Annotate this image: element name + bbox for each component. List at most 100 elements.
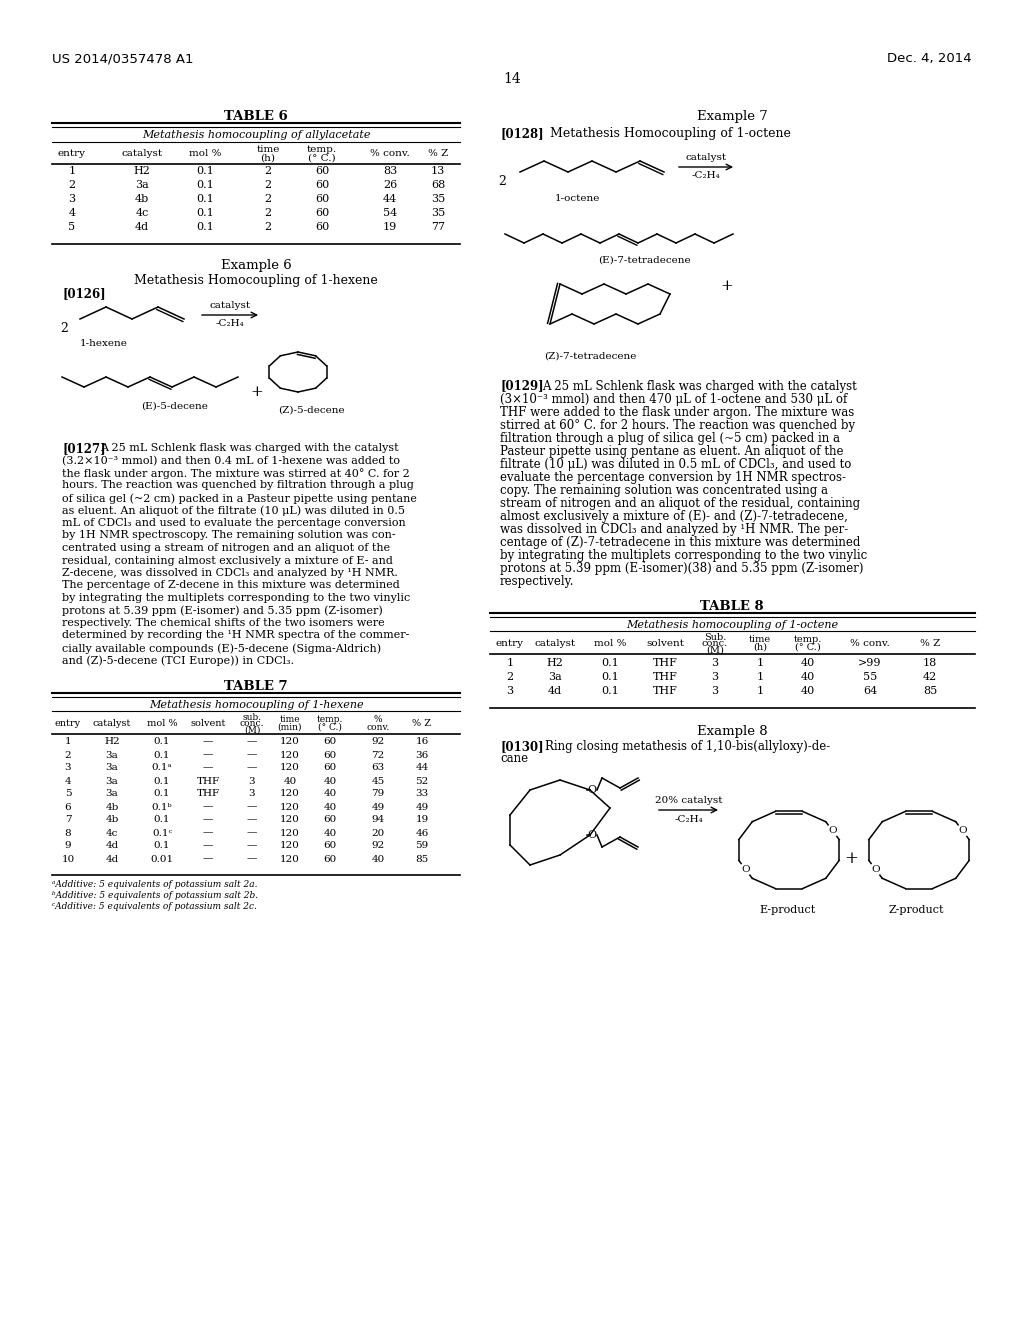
Text: 45: 45	[372, 776, 385, 785]
Text: 3: 3	[249, 776, 255, 785]
Text: respectively. The chemical shifts of the two isomers were: respectively. The chemical shifts of the…	[62, 618, 385, 628]
Text: 42: 42	[923, 672, 937, 682]
Text: 60: 60	[314, 209, 329, 218]
Text: and (Z)-5-decene (TCI Europe)) in CDCl₃.: and (Z)-5-decene (TCI Europe)) in CDCl₃.	[62, 656, 294, 667]
Text: THF: THF	[197, 789, 219, 799]
Text: (E)-7-tetradecene: (E)-7-tetradecene	[598, 256, 690, 265]
Text: conc.: conc.	[701, 639, 728, 648]
Text: 120: 120	[280, 829, 300, 837]
Text: Metathesis Homocoupling of 1-octene: Metathesis Homocoupling of 1-octene	[550, 127, 791, 140]
Text: determined by recording the ¹H NMR spectra of the commer-: determined by recording the ¹H NMR spect…	[62, 631, 410, 640]
Text: 5: 5	[65, 789, 72, 799]
Text: 4: 4	[69, 209, 76, 218]
Text: 20: 20	[372, 829, 385, 837]
Text: H2: H2	[547, 657, 563, 668]
Text: 26: 26	[383, 180, 397, 190]
Text: catalyst: catalyst	[210, 301, 251, 310]
Text: —: —	[203, 842, 213, 850]
Text: —: —	[247, 854, 257, 863]
Text: 0.1: 0.1	[601, 657, 618, 668]
Text: 49: 49	[416, 803, 429, 812]
Text: 1: 1	[757, 672, 764, 682]
Text: 20% catalyst: 20% catalyst	[654, 796, 722, 805]
Text: Metathesis homocoupling of allylacetate: Metathesis homocoupling of allylacetate	[141, 129, 371, 140]
Text: 79: 79	[372, 789, 385, 799]
Text: %: %	[374, 715, 382, 725]
Text: 92: 92	[372, 738, 385, 747]
Text: catalyst: catalyst	[535, 639, 575, 648]
Text: 4b: 4b	[135, 194, 150, 205]
Text: 35: 35	[431, 194, 445, 205]
Text: 0.1: 0.1	[197, 180, 214, 190]
Text: 3a: 3a	[105, 751, 119, 759]
Text: by integrating the multiplets corresponding to the two vinylic: by integrating the multiplets correspond…	[62, 593, 411, 603]
Text: by integrating the multiplets corresponding to the two vinylic: by integrating the multiplets correspond…	[500, 549, 867, 562]
Text: of silica gel (~2 cm) packed in a Pasteur pipette using pentane: of silica gel (~2 cm) packed in a Pasteu…	[62, 492, 417, 503]
Text: protons at 5.39 ppm (E-isomer)(38) and 5.35 ppm (Z-isomer): protons at 5.39 ppm (E-isomer)(38) and 5…	[500, 562, 863, 576]
Text: 2: 2	[264, 166, 271, 176]
Text: 13: 13	[431, 166, 445, 176]
Text: 1: 1	[757, 657, 764, 668]
Text: 19: 19	[383, 222, 397, 232]
Text: (° C.): (° C.)	[795, 643, 821, 652]
Text: 3: 3	[249, 789, 255, 799]
Text: 55: 55	[863, 672, 878, 682]
Text: —: —	[247, 751, 257, 759]
Text: mol %: mol %	[594, 639, 627, 648]
Text: [0127]: [0127]	[62, 442, 105, 455]
Text: 60: 60	[314, 194, 329, 205]
Text: catalyst: catalyst	[93, 718, 131, 727]
Text: (min): (min)	[278, 722, 302, 731]
Text: 4d: 4d	[548, 686, 562, 696]
Text: —: —	[203, 738, 213, 747]
Text: 0.1ᵃ: 0.1ᵃ	[152, 763, 172, 772]
Text: as eluent. An aliquot of the filtrate (10 μL) was diluted in 0.5: as eluent. An aliquot of the filtrate (1…	[62, 506, 406, 516]
Text: solvent: solvent	[646, 639, 684, 648]
Text: 0.1: 0.1	[601, 686, 618, 696]
Text: 33: 33	[416, 789, 429, 799]
Text: O: O	[958, 826, 967, 836]
Text: ᵇAdditive: 5 equivalents of potassium salt 2b.: ᵇAdditive: 5 equivalents of potassium sa…	[52, 891, 258, 900]
Text: 3a: 3a	[105, 789, 119, 799]
Text: THF: THF	[652, 657, 678, 668]
Text: 40: 40	[324, 789, 337, 799]
Text: 0.1: 0.1	[197, 166, 214, 176]
Text: 4d: 4d	[105, 842, 119, 850]
Text: 1: 1	[69, 166, 76, 176]
Text: —: —	[247, 738, 257, 747]
Text: cane: cane	[500, 752, 528, 766]
Text: TABLE 7: TABLE 7	[224, 680, 288, 693]
Text: —: —	[203, 854, 213, 863]
Text: 0.1: 0.1	[197, 209, 214, 218]
Text: 60: 60	[324, 738, 337, 747]
Text: —: —	[203, 763, 213, 772]
Text: [0126]: [0126]	[62, 286, 105, 300]
Text: % conv.: % conv.	[370, 149, 410, 158]
Text: +: +	[721, 279, 733, 293]
Text: 3: 3	[507, 686, 514, 696]
Text: % Z: % Z	[920, 639, 940, 648]
Text: 2: 2	[264, 222, 271, 232]
Text: 60: 60	[314, 180, 329, 190]
Text: THF: THF	[652, 672, 678, 682]
Text: Metathesis homocoupling of 1-octene: Metathesis homocoupling of 1-octene	[626, 620, 838, 630]
Text: (h): (h)	[260, 153, 275, 162]
Text: -C₂H₄: -C₂H₄	[691, 172, 720, 180]
Text: 120: 120	[280, 816, 300, 825]
Text: 3a: 3a	[548, 672, 562, 682]
Text: almost exclusively a mixture of (E)- and (Z)-7-tetradecene,: almost exclusively a mixture of (E)- and…	[500, 510, 848, 523]
Text: [0128]: [0128]	[500, 127, 544, 140]
Text: protons at 5.39 ppm (E-isomer) and 5.35 ppm (Z-isomer): protons at 5.39 ppm (E-isomer) and 5.35 …	[62, 606, 383, 616]
Text: (3.2×10⁻³ mmol) and then 0.4 mL of 1-hexene was added to: (3.2×10⁻³ mmol) and then 0.4 mL of 1-hex…	[62, 455, 400, 466]
Text: 4: 4	[65, 776, 72, 785]
Text: time: time	[749, 635, 771, 644]
Text: time: time	[256, 145, 280, 154]
Text: respectively.: respectively.	[500, 576, 574, 587]
Text: 40: 40	[801, 657, 815, 668]
Text: Z-decene, was dissolved in CDCl₃ and analyzed by ¹H NMR.: Z-decene, was dissolved in CDCl₃ and ana…	[62, 568, 398, 578]
Text: The percentage of Z-decene in this mixture was determined: The percentage of Z-decene in this mixtu…	[62, 581, 399, 590]
Text: 120: 120	[280, 763, 300, 772]
Text: Example 8: Example 8	[696, 725, 767, 738]
Text: 83: 83	[383, 166, 397, 176]
Text: O: O	[871, 865, 880, 874]
